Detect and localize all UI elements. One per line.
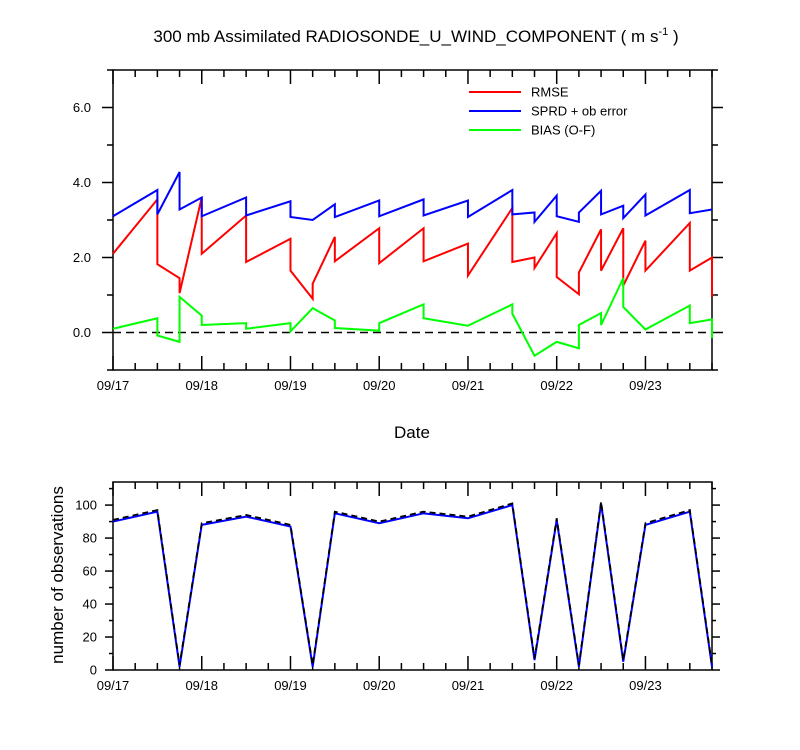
bottom-plot-panel: 09/17 09/18 09/19 09/20 09/21 09/22 09/23 0 20 40…: [75, 481, 720, 693]
x-tick-label: 09/17: [97, 678, 130, 693]
chart-title: 300 mb Assimilated RADIOSONDE_U_WIND_COM…: [153, 26, 678, 46]
x-tick-label: 09/22: [540, 378, 573, 393]
x-tick-label: 09/21: [452, 678, 485, 693]
x-tick-label: 09/18: [185, 378, 218, 393]
x-tick-label: 09/21: [452, 378, 485, 393]
y-tick-label: 80: [83, 531, 97, 546]
x-tick-label: 09/23: [629, 678, 662, 693]
y-axis-title-observations: number of observations: [48, 486, 67, 664]
x-tick-label: 09/20: [363, 378, 396, 393]
series-line-obs_line: [112, 503, 713, 667]
legend: RMSE SPRD + ob error BIAS (O-F): [469, 85, 628, 138]
series-line-sprd: [112, 171, 713, 225]
legend-label-sprd: SPRD + ob error: [531, 104, 628, 119]
plot-frame: [112, 481, 713, 671]
legend-label-rmse: RMSE: [531, 85, 569, 100]
y-tick-label: 6.0: [73, 100, 91, 115]
legend-label-bias: BIAS (O-F): [531, 123, 595, 138]
x-tick-label: 09/19: [274, 378, 307, 393]
x-tick-label: 09/17: [97, 378, 130, 393]
y-tick-label: 40: [83, 597, 97, 612]
x-tick-label: 09/23: [629, 378, 662, 393]
x-tick-label: 09/22: [540, 678, 573, 693]
top-plot-panel: 09/17 09/18 09/19 09/20 09/21 09/22 09/23 0.0 2.…: [73, 69, 723, 393]
y-tick-label: 0: [90, 663, 97, 678]
y-tick-label: 60: [83, 564, 97, 579]
y-tick-label: 4.0: [73, 175, 91, 190]
x-tick-label: 09/19: [274, 678, 307, 693]
y-tick-label: 100: [75, 498, 97, 513]
series-line-obs_dash: [112, 501, 713, 666]
series-line-rmse: [112, 196, 713, 302]
x-axis-title: Date: [394, 423, 430, 442]
series-line-bias: [112, 277, 713, 358]
y-tick-label: 20: [83, 630, 97, 645]
x-tick-label: 09/18: [185, 678, 218, 693]
y-tick-label: 2.0: [73, 250, 91, 265]
y-tick-label: 0.0: [73, 325, 91, 340]
x-tick-label: 09/20: [363, 678, 396, 693]
